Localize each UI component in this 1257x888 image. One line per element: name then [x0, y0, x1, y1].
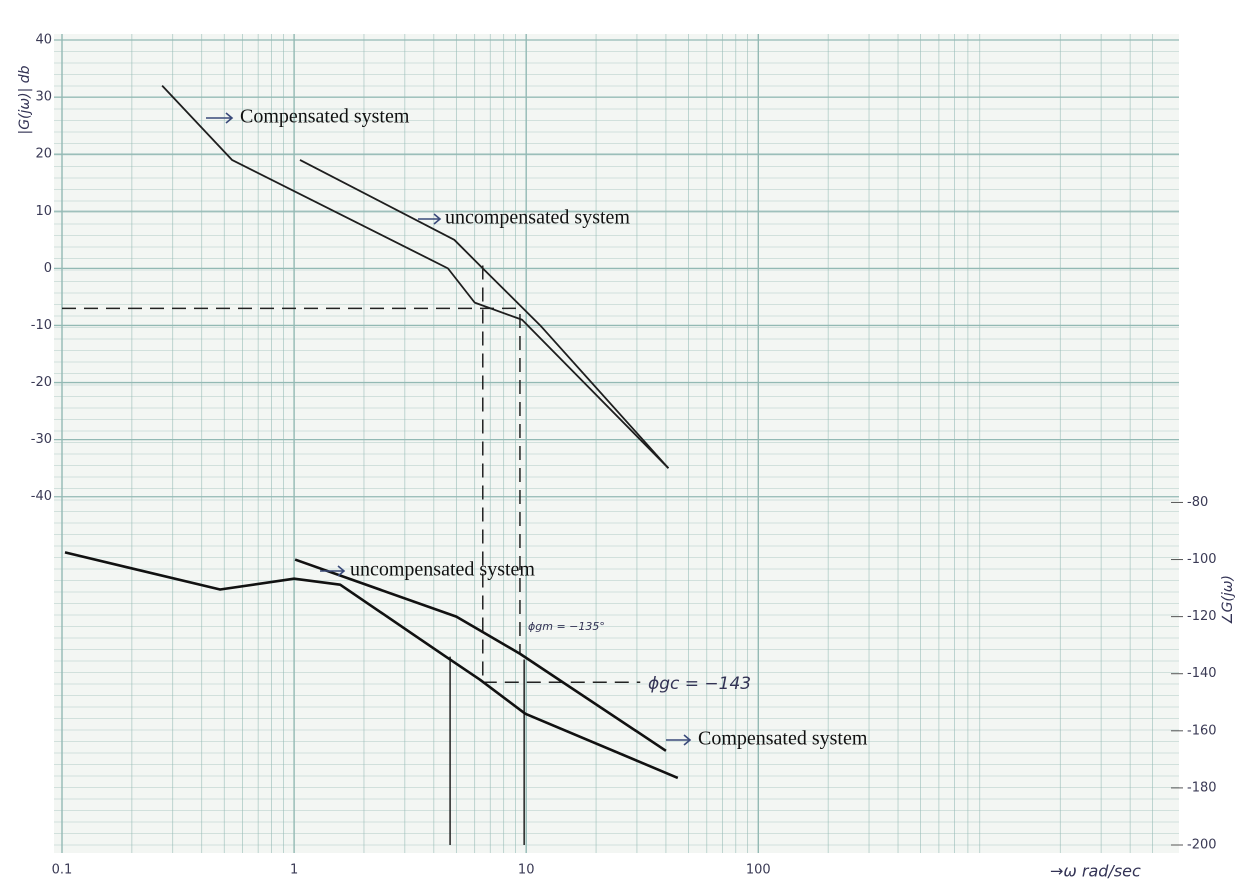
y-tick-label: 0	[44, 261, 52, 276]
y-tick-label: 40	[35, 33, 52, 48]
arrows	[206, 112, 692, 746]
series-label: uncompensated system	[445, 207, 630, 229]
y2-axis-label: ∠G(jω)	[1220, 575, 1236, 625]
arrow	[418, 213, 442, 225]
y2-tick-label: -180	[1187, 780, 1217, 795]
series-label: Compensated system	[698, 728, 868, 750]
x-tick-label: 1	[290, 863, 298, 878]
y-tick-label: -20	[31, 375, 52, 390]
series-line	[294, 558, 667, 752]
y2-tick-label: -140	[1187, 666, 1217, 681]
y-axis-label: |G(jω)| db	[17, 65, 33, 134]
x-axis-label: →ω rad/sec	[1050, 862, 1141, 881]
series-label: Compensated system	[240, 106, 410, 128]
y-tick-label: 30	[35, 90, 52, 105]
y-tick-label: -30	[31, 432, 52, 447]
x-tick-label: 100	[746, 863, 771, 878]
arrow	[206, 112, 234, 124]
annotation: ϕgm = −135°	[528, 620, 605, 633]
series-line	[161, 85, 670, 469]
annotation: ϕgc = −143	[648, 674, 751, 694]
y-tick-label: 20	[35, 147, 52, 162]
y-tick-label: 10	[35, 204, 52, 219]
arrow	[666, 734, 692, 746]
y2-tick-label: -120	[1187, 609, 1217, 624]
arrow	[320, 565, 346, 577]
series-line	[299, 159, 670, 469]
y-tick-label: -10	[31, 318, 52, 333]
x-tick-label: 10	[518, 863, 535, 878]
series-line	[64, 551, 679, 780]
series-label: uncompensated system	[350, 559, 535, 581]
y2-tick-label: -160	[1187, 723, 1217, 738]
y2-tick-label: -200	[1187, 838, 1217, 853]
y2-tick-label: -80	[1187, 495, 1208, 510]
y2-tick-label: -100	[1187, 552, 1217, 567]
y-tick-label: -40	[31, 489, 52, 504]
x-tick-label: 0.1	[52, 863, 73, 878]
